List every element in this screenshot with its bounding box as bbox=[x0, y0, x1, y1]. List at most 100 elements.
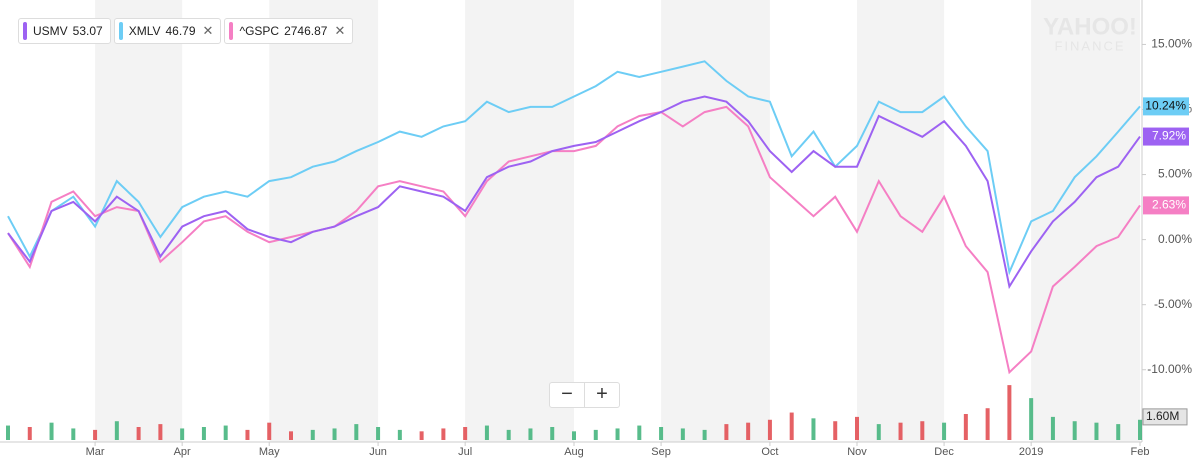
volume-bar bbox=[441, 428, 446, 440]
end-label: 7.92% bbox=[1152, 129, 1186, 143]
volume-bar bbox=[876, 424, 881, 440]
legend-swatch bbox=[118, 22, 123, 40]
volume-bar bbox=[746, 422, 751, 440]
remove-button[interactable]: ✕ bbox=[202, 23, 214, 38]
legend-swatch bbox=[229, 22, 234, 40]
volume-bar bbox=[1138, 419, 1142, 440]
volume-bar bbox=[136, 427, 141, 440]
volume-bar bbox=[637, 425, 642, 440]
month-band bbox=[269, 0, 379, 442]
volume-bar bbox=[898, 422, 903, 440]
volume-bar bbox=[1007, 385, 1012, 440]
legend-chip[interactable]: XMLV 46.79 ✕ bbox=[113, 18, 222, 44]
month-band bbox=[661, 0, 770, 442]
x-tick-label: Apr bbox=[174, 446, 191, 458]
volume-bar bbox=[528, 428, 533, 440]
y-tick-label: -5.00% bbox=[1154, 297, 1192, 311]
volume-bar bbox=[572, 431, 576, 440]
volume-bar bbox=[463, 427, 468, 440]
volume-bar bbox=[354, 424, 359, 440]
watermark: FINANCE bbox=[1054, 38, 1125, 53]
x-tick-label: Dec bbox=[934, 446, 954, 458]
month-band bbox=[1031, 0, 1140, 442]
volume-bar bbox=[833, 421, 838, 440]
legend-name: USMV bbox=[33, 24, 68, 38]
volume-bar bbox=[223, 425, 228, 440]
legend-chip[interactable]: ^GSPC 2746.87 ✕ bbox=[224, 18, 354, 44]
volume-bar bbox=[659, 427, 664, 440]
x-tick-label: Feb bbox=[1131, 446, 1150, 458]
legend-price: 53.07 bbox=[72, 24, 103, 38]
y-tick-label: -10.00% bbox=[1147, 362, 1192, 376]
zoom-controls: − + bbox=[549, 382, 620, 408]
volume-bar bbox=[71, 428, 76, 440]
volume-bar bbox=[1116, 424, 1121, 440]
volume-bar bbox=[789, 412, 794, 440]
legend-swatch bbox=[23, 22, 27, 40]
volume-bar bbox=[615, 428, 620, 440]
x-tick-label: Nov bbox=[847, 446, 867, 458]
end-label-box bbox=[1143, 97, 1189, 116]
volume-bar bbox=[289, 431, 293, 440]
volume-bar bbox=[376, 427, 381, 440]
end-label-box bbox=[1143, 196, 1189, 215]
volume-bar bbox=[1094, 422, 1099, 440]
volume-bar bbox=[49, 422, 54, 440]
volume-bar bbox=[963, 414, 968, 440]
remove-button[interactable]: ✕ bbox=[334, 23, 346, 38]
volume-bar bbox=[1029, 398, 1034, 440]
volume-bar bbox=[767, 419, 772, 440]
volume-bar bbox=[811, 418, 816, 440]
volume-bar bbox=[550, 427, 555, 440]
x-tick-label: Sep bbox=[651, 446, 671, 458]
zoom-in-button[interactable]: + bbox=[584, 383, 619, 407]
volume-bar bbox=[114, 421, 119, 440]
volume-bar bbox=[180, 428, 185, 440]
volume-bar bbox=[942, 422, 947, 440]
end-label-box bbox=[1143, 127, 1189, 146]
volume-bar bbox=[397, 429, 402, 440]
series-line bbox=[7, 105, 1141, 375]
x-tick-label: Aug bbox=[564, 446, 584, 458]
x-tick-label: May bbox=[259, 446, 280, 458]
legend-name: ^GSPC bbox=[239, 24, 280, 38]
watermark: YAHOO! bbox=[1043, 13, 1137, 40]
y-tick-label: 0.00% bbox=[1158, 232, 1192, 246]
x-tick-label: Mar bbox=[86, 446, 105, 458]
volume-bar bbox=[6, 425, 10, 440]
end-label: 2.63% bbox=[1152, 198, 1186, 212]
volume-bar bbox=[855, 416, 859, 440]
legend: USMV 53.07 XMLV 46.79 ✕ ^GSPC 2746.87 ✕ bbox=[18, 18, 354, 44]
volume-bar bbox=[93, 429, 98, 440]
volume-bar bbox=[245, 429, 250, 440]
month-band bbox=[465, 0, 574, 442]
volume-bar bbox=[724, 424, 729, 440]
y-tick-label: 15.00% bbox=[1151, 37, 1192, 51]
volume-bar bbox=[920, 421, 925, 440]
legend-price: 46.79 bbox=[165, 24, 196, 38]
x-tick-label: 2019 bbox=[1019, 446, 1043, 458]
end-label: 10.24% bbox=[1145, 99, 1186, 113]
volume-bar bbox=[593, 429, 598, 440]
volume-bar bbox=[1050, 416, 1055, 440]
volume-bar bbox=[332, 428, 337, 440]
volume-bar bbox=[419, 431, 424, 440]
zoom-out-button[interactable]: − bbox=[561, 383, 573, 405]
y-tick-label: 5.00% bbox=[1158, 167, 1192, 181]
legend-chip[interactable]: USMV 53.07 bbox=[18, 18, 111, 44]
volume-bar bbox=[267, 422, 272, 440]
legend-price: 2746.87 bbox=[284, 24, 328, 38]
volume-bar bbox=[680, 428, 685, 440]
volume-bar bbox=[506, 429, 511, 440]
volume-label-box bbox=[1142, 408, 1188, 426]
volume-bar bbox=[201, 427, 206, 440]
volume-tick-label: 1.60M bbox=[1146, 409, 1179, 423]
month-band bbox=[95, 0, 183, 442]
legend-name: XMLV bbox=[128, 24, 161, 38]
x-tick-label: Oct bbox=[761, 446, 778, 458]
volume-bar bbox=[310, 429, 315, 440]
volume-bar bbox=[702, 429, 707, 440]
series-line bbox=[7, 95, 1141, 290]
